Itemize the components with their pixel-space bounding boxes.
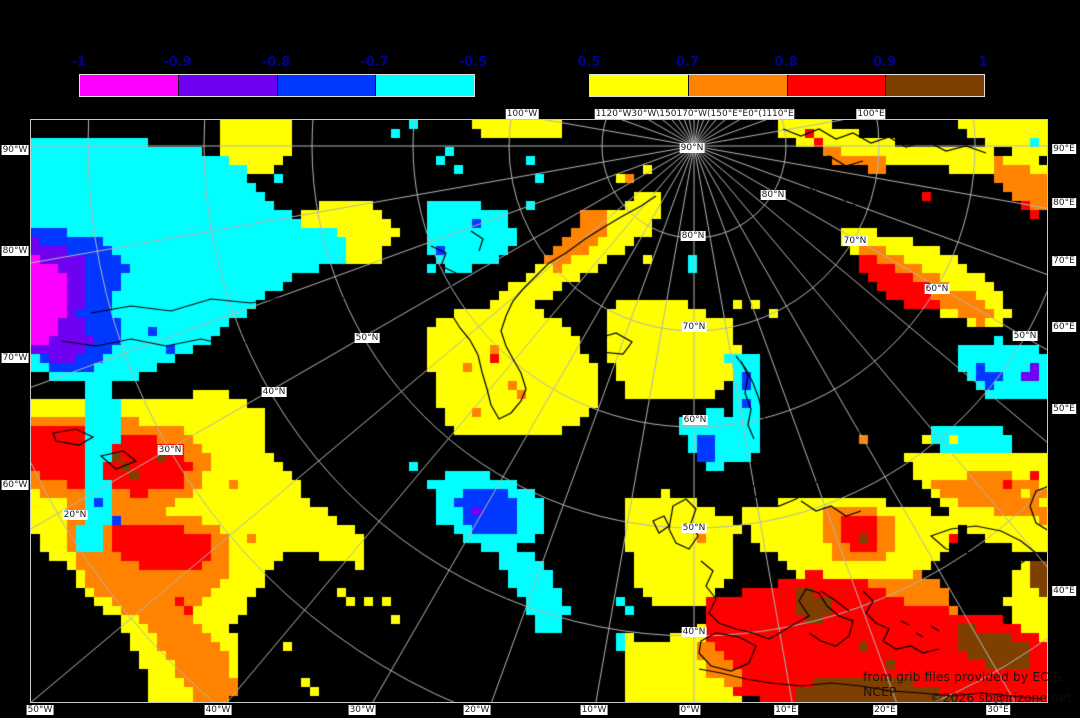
colorbar-tick: -0.9 — [163, 55, 192, 70]
left-longitude-label: 90°W — [1, 145, 29, 155]
top-longitude-label: 120°W30°W\150170°W(150°E°E0°(120°E — [599, 109, 791, 119]
colorbar-tick: -0.8 — [261, 55, 291, 70]
top-longitude-label: 100°E — [856, 109, 886, 119]
bottom-longitude-label: 0°W — [679, 705, 701, 715]
credit-line-1: from grib files provided by EC & NCEP — [863, 669, 1063, 699]
colorbar-tick: 0.9 — [872, 55, 897, 70]
right-longitude-label: 60°E — [1052, 322, 1076, 332]
latitude-label: 70°N — [681, 322, 707, 332]
bottom-longitude-label: 20°W — [463, 705, 491, 715]
colorbar-segment — [376, 75, 474, 96]
top-longitude-label: 110°E — [765, 109, 795, 119]
latitude-label: 90°N — [679, 143, 705, 153]
top-longitude-label: 100°W — [505, 109, 539, 119]
colorbar-tick: -1 — [71, 55, 87, 70]
left-longitude-label: 70°W — [1, 353, 29, 363]
latitude-label: 60°N — [682, 415, 708, 425]
latitude-label: 50°N — [354, 333, 380, 343]
bottom-longitude-label: 10°E — [774, 705, 798, 715]
latitude-label: 20°N — [62, 510, 88, 520]
colorbar-segment — [80, 75, 179, 96]
latitude-label: 60°N — [924, 284, 950, 294]
colorbar-segment — [787, 75, 887, 96]
latitude-label: 30°N — [157, 445, 183, 455]
latitude-label: 50°N — [681, 523, 707, 533]
map-frame — [30, 119, 1048, 703]
latitude-label: 40°N — [261, 387, 287, 397]
map-canvas — [31, 120, 1047, 702]
colorbar-tick: 1 — [978, 55, 988, 70]
bottom-longitude-label: 30°W — [348, 705, 376, 715]
right-longitude-label: 40°E — [1052, 586, 1076, 596]
bottom-longitude-label: 20°E — [873, 705, 897, 715]
bottom-longitude-label: 50°W — [26, 705, 54, 715]
latitude-label: 80°N — [760, 190, 786, 200]
colorbar-tick: -0.7 — [360, 55, 389, 70]
right-longitude-label: 70°E — [1052, 256, 1076, 266]
colorbar-tick: 0.7 — [675, 55, 700, 70]
right-longitude-label: 80°E — [1052, 198, 1076, 208]
colorbar-tick: 0.8 — [774, 55, 798, 70]
latitude-label: 70°N — [842, 236, 868, 246]
right-longitude-label: 90°E — [1052, 144, 1076, 154]
colorbar-tick: -0.5 — [458, 55, 488, 70]
credit-line-2: ©2026 sb@irizone.net — [930, 690, 1072, 705]
bottom-longitude-label: 10°W — [580, 705, 608, 715]
bottom-longitude-label: 30°E — [986, 705, 1010, 715]
colorbar-segment — [277, 75, 377, 96]
negative-colorbar — [79, 74, 475, 97]
left-longitude-label: 80°W — [1, 246, 29, 256]
latitude-label: 80°N — [680, 231, 706, 241]
colorbar-segment — [886, 75, 984, 96]
colorbar-segment — [688, 75, 788, 96]
left-longitude-label: 60°W — [1, 480, 29, 490]
positive-colorbar — [589, 74, 985, 97]
colorbar-segment — [590, 75, 689, 96]
bottom-longitude-label: 40°W — [204, 705, 232, 715]
colorbar-tick: 0.5 — [577, 55, 601, 70]
right-longitude-label: 50°E — [1052, 404, 1076, 414]
latitude-label: 50°N — [1012, 331, 1038, 341]
colorbar-segment — [178, 75, 278, 96]
latitude-label: 40°N — [681, 627, 707, 637]
